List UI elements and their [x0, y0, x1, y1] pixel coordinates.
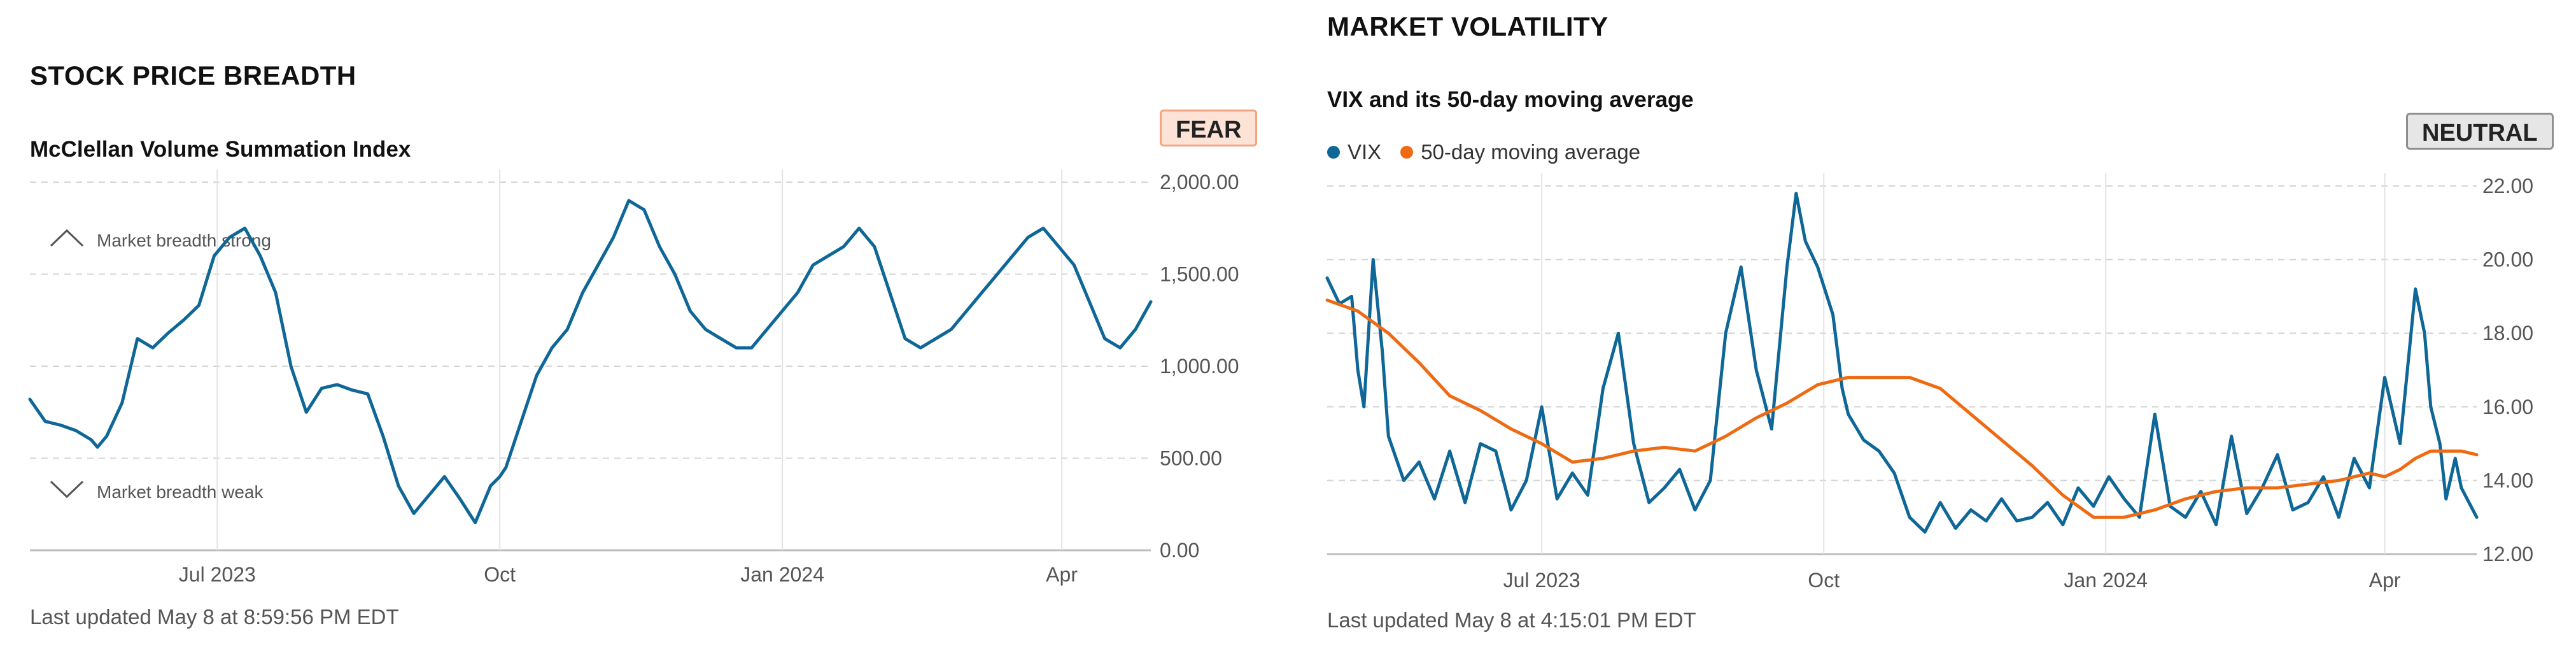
vix-xtick-label: Jul 2023 [1503, 569, 1580, 592]
breadth-chart: 0.00 500.00 1,000.00 1,500.00 2,000.00 Jul 2… [28, 169, 1239, 586]
annotation-weak: Market breadth weak [97, 482, 264, 502]
vix-xtick-label: Oct [1808, 569, 1840, 592]
arrow-down-icon [50, 480, 84, 499]
breadth-xtick-label: Oct [484, 563, 516, 586]
chart-legend: VIX 50-day moving average [1327, 140, 1640, 164]
panel-heading-volatility: MARKET VOLATILITY [1327, 11, 1608, 41]
vix-ytick-label: 12.00 [2482, 543, 2533, 566]
chart-subtitle-breadth: McClellan Volume Summation Index [30, 137, 411, 162]
market-volatility-panel: MARKET VOLATILITY VIX and its 50-day mov… [1325, 0, 2576, 663]
breadth-ytick-label: 2,000.00 [1160, 171, 1239, 194]
vix-chart: 12.00 14.00 16.00 18.00 20.00 22.00 Jul 2023 O… [1325, 173, 2533, 592]
breadth-xtick-label: Jul 2023 [179, 563, 256, 586]
vix-ytick-label: 18.00 [2482, 322, 2533, 345]
breadth-ytick-label: 1,000.00 [1160, 355, 1239, 378]
last-updated-breadth: Last updated May 8 at 8:59:56 PM EDT [30, 605, 399, 629]
vix-ytick-label: 14.00 [2482, 469, 2533, 492]
vix-xtick-label: Apr [2369, 569, 2401, 592]
breadth-series-mcclellan-volume-summation-index [28, 199, 1153, 525]
legend-item-ma: 50-day moving average [1400, 140, 1640, 164]
panel-heading-breadth: STOCK PRICE BREADTH [30, 61, 356, 90]
legend-label-vix: VIX [1348, 140, 1382, 164]
legend-label-ma: 50-day moving average [1421, 140, 1641, 164]
last-updated-vix: Last updated May 8 at 4:15:01 PM EDT [1327, 608, 1696, 632]
annotation-strong: Market breadth strong [97, 231, 271, 250]
vix-ytick-label: 20.00 [2482, 248, 2533, 271]
legend-item-vix: VIX [1327, 140, 1381, 164]
breadth-ytick-label: 500.00 [1160, 447, 1222, 470]
arrow-up-icon [50, 229, 84, 247]
breadth-ytick-label: 1,500.00 [1160, 263, 1239, 286]
breadth-ytick-label: 0.00 [1160, 539, 1199, 562]
vix-xtick-label: Jan 2024 [2064, 569, 2148, 592]
vix-series-vix [1325, 192, 2479, 534]
breadth-xtick-label: Apr [1046, 563, 1078, 586]
vix-ytick-label: 22.00 [2482, 175, 2533, 197]
stock-price-breadth-panel: STOCK PRICE BREADTH McClellan Volume Sum… [28, 61, 1258, 629]
legend-dot-ma [1400, 146, 1414, 159]
breadth-xtick-label: Jan 2024 [740, 563, 824, 586]
fear-badge: FEAR [1160, 110, 1258, 146]
chart-subtitle-vix: VIX and its 50-day moving average [1327, 87, 1694, 112]
neutral-badge: NEUTRAL [2406, 113, 2554, 150]
vix-series-50-day-moving-average [1325, 298, 2479, 519]
legend-dot-vix [1327, 146, 1340, 159]
vix-ytick-label: 16.00 [2482, 396, 2533, 418]
